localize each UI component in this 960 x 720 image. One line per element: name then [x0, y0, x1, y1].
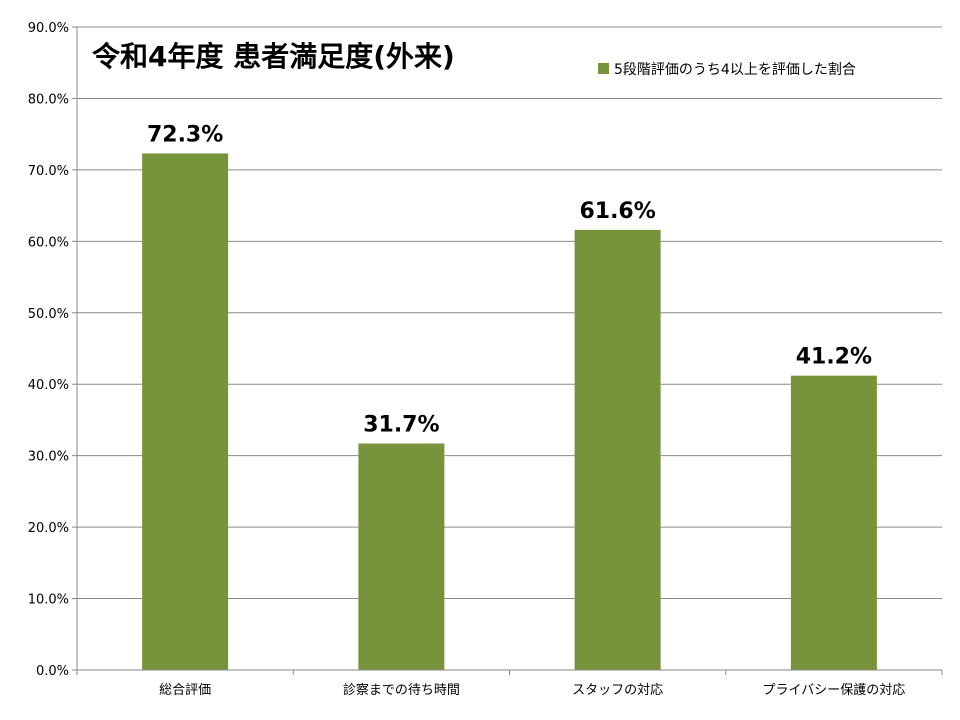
y-tick-label: 80.0% — [28, 92, 69, 107]
data-label: 72.3% — [147, 122, 223, 147]
data-label: 31.7% — [363, 413, 439, 438]
chart-title: 令和4年度 患者満足度(外来) — [92, 40, 455, 73]
bar — [358, 443, 445, 670]
y-tick-label: 50.0% — [28, 307, 69, 322]
y-tick-label: 70.0% — [28, 164, 69, 179]
y-tick-label: 0.0% — [36, 664, 69, 679]
y-tick-label: 30.0% — [28, 450, 69, 465]
y-tick-label: 20.0% — [28, 521, 69, 536]
bar — [142, 153, 229, 670]
data-labels: 72.3% 31.7% 61.6% 41.2% — [147, 122, 872, 437]
legend: 5段階評価のうち4以上を評価した割合 — [598, 61, 856, 78]
y-axis-tick-labels: 0.0% 10.0% 20.0% 30.0% 40.0% 50.0% 60.0% 70.0% 8… — [28, 21, 69, 679]
legend-swatch — [598, 63, 609, 74]
y-tick-label: 10.0% — [28, 593, 69, 608]
bar — [574, 229, 661, 670]
bar — [790, 375, 877, 670]
x-category-label: 総合評価 — [159, 683, 211, 698]
data-label: 41.2% — [796, 345, 872, 370]
y-tick-label: 60.0% — [28, 235, 69, 250]
legend-entry: 5段階評価のうち4以上を評価した割合 — [614, 61, 856, 78]
bars — [142, 153, 877, 670]
data-label: 61.6% — [579, 199, 655, 224]
x-category-label: 診察までの待ち時間 — [343, 682, 460, 698]
y-tick-label: 90.0% — [28, 21, 69, 36]
y-tick-label: 40.0% — [28, 378, 69, 393]
x-axis-category-labels: 総合評価 診察までの待ち時間 スタッフの対応 プライバシー保護の対応 — [159, 682, 905, 698]
x-category-label: プライバシー保護の対応 — [763, 682, 906, 698]
x-category-label: スタッフの対応 — [572, 683, 663, 698]
